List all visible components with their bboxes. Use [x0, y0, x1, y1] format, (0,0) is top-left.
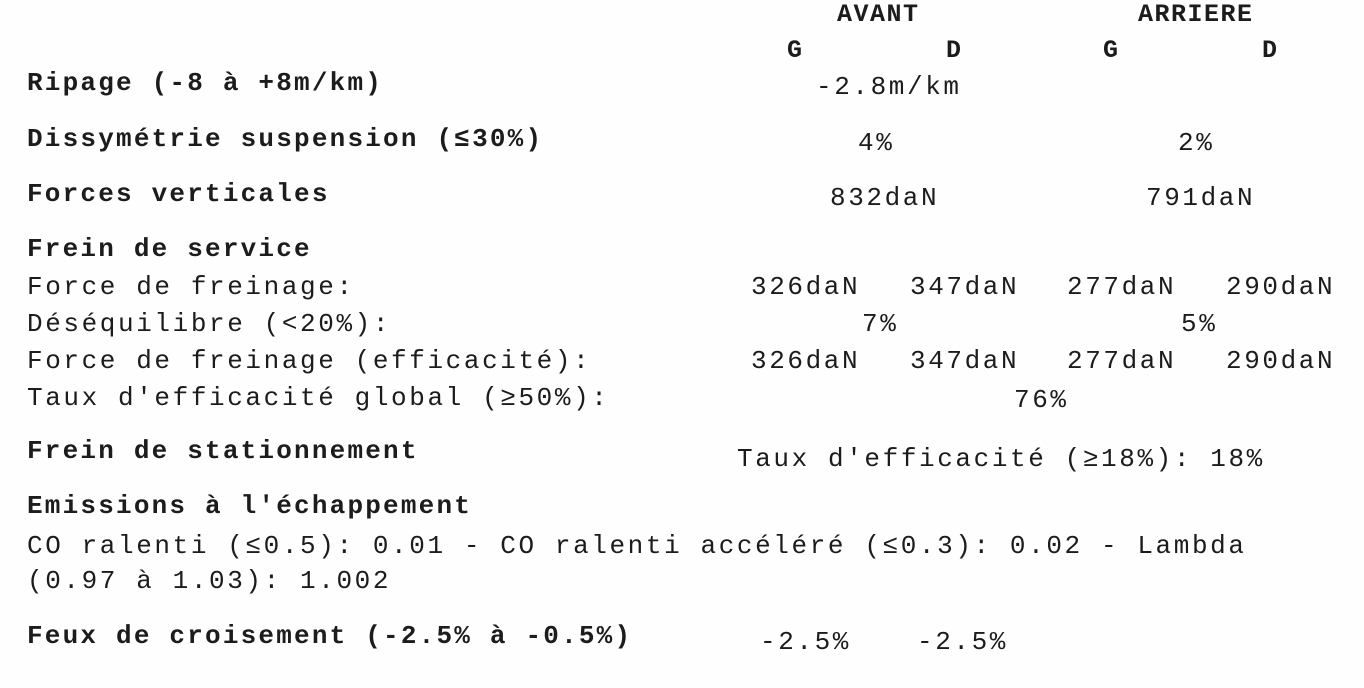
- forces-verticales-label: Forces verticales: [27, 179, 330, 209]
- header-avant: AVANT: [837, 0, 920, 29]
- ripage-value: -2.8m/km: [816, 72, 962, 102]
- force-freinage-arriere-d: 290daN: [1226, 272, 1336, 302]
- frein-stationnement-value: Taux d'efficacité (≥18%): 18%: [737, 444, 1265, 474]
- desequilibre-avant: 7%: [862, 309, 899, 339]
- force-freinage-arriere-g: 277daN: [1067, 272, 1177, 302]
- force-efficacite-avant-d: 347daN: [910, 346, 1020, 376]
- forces-verticales-arriere: 791daN: [1146, 183, 1256, 213]
- force-efficacite-avant-g: 326daN: [751, 346, 861, 376]
- force-freinage-label: Force de freinage:: [27, 272, 355, 302]
- frein-service-title: Frein de service: [27, 234, 312, 264]
- force-efficacite-arriere-g: 277daN: [1067, 346, 1177, 376]
- desequilibre-arriere: 5%: [1181, 309, 1218, 339]
- header-arriere-g: G: [1103, 36, 1120, 65]
- force-freinage-avant-d: 347daN: [910, 272, 1020, 302]
- force-efficacite-arriere-d: 290daN: [1226, 346, 1336, 376]
- emissions-line2: (0.97 à 1.03): 1.002: [27, 566, 392, 596]
- forces-verticales-avant: 832daN: [830, 183, 940, 213]
- emissions-title: Emissions à l'échappement: [27, 491, 473, 521]
- dissymetrie-arriere: 2%: [1178, 128, 1215, 158]
- header-arriere: ARRIERE: [1138, 0, 1254, 29]
- force-efficacite-label: Force de freinage (efficacité):: [27, 346, 592, 376]
- taux-global-label: Taux d'efficacité global (≥50%):: [27, 383, 610, 413]
- dissymetrie-label: Dissymétrie suspension (≤30%): [27, 124, 544, 154]
- feux-d: -2.5%: [917, 627, 1009, 657]
- header-avant-g: G: [787, 36, 804, 65]
- feux-label: Feux de croisement (-2.5% à -0.5%): [27, 621, 633, 651]
- header-arriere-d: D: [1262, 36, 1279, 65]
- taux-global-value: 76%: [1014, 385, 1069, 415]
- desequilibre-label: Déséquilibre (<20%):: [27, 309, 392, 339]
- frein-stationnement-title: Frein de stationnement: [27, 436, 419, 466]
- force-freinage-avant-g: 326daN: [751, 272, 861, 302]
- feux-g: -2.5%: [760, 627, 852, 657]
- ripage-label: Ripage (-8 à +8m/km): [27, 68, 384, 98]
- header-avant-d: D: [946, 36, 963, 65]
- emissions-line1: CO ralenti (≤0.5): 0.01 - CO ralenti acc…: [27, 531, 1247, 561]
- dissymetrie-avant: 4%: [858, 128, 895, 158]
